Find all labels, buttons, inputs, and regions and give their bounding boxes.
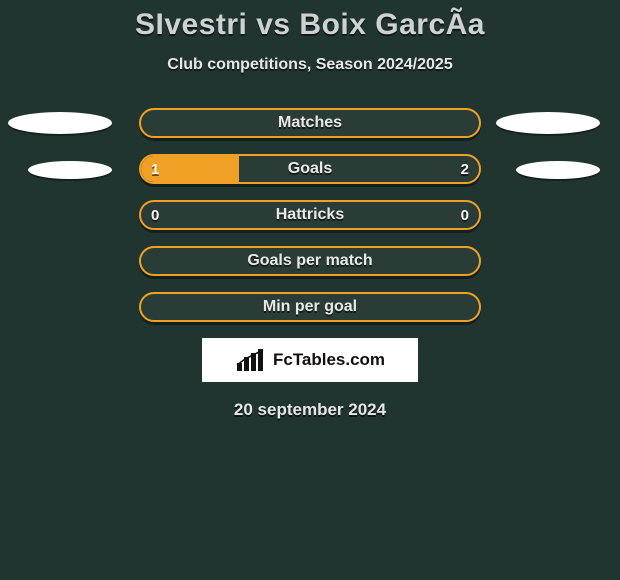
logo-text: FcTables.com <box>273 350 385 370</box>
bar-chart-icon <box>235 347 267 373</box>
bar-wrap: Min per goal <box>139 292 481 322</box>
stat-label: Min per goal <box>141 294 479 320</box>
page-subtitle: Club competitions, Season 2024/2025 <box>0 56 620 74</box>
stat-bar-goals-per-match: Goals per match <box>139 246 481 276</box>
footer-date: 20 september 2024 <box>0 400 620 420</box>
stat-bar-min-per-goal: Min per goal <box>139 292 481 322</box>
stat-label: Matches <box>141 110 479 136</box>
stat-value-right: 2 <box>461 156 469 182</box>
stat-value-right: 0 <box>461 202 469 228</box>
bar-wrap: Matches <box>139 108 481 138</box>
player-right-marker <box>516 161 600 179</box>
bar-wrap: 1 Goals 2 <box>139 154 481 184</box>
page: SIvestri vs Boix GarcÃ­a Club competitio… <box>0 0 620 580</box>
bar-wrap: Goals per match <box>139 246 481 276</box>
bar-wrap: 0 Hattricks 0 <box>139 200 481 230</box>
stat-bar-hattricks: 0 Hattricks 0 <box>139 200 481 230</box>
player-right-marker <box>496 112 600 134</box>
player-left-marker <box>8 112 112 134</box>
page-title: SIvestri vs Boix GarcÃ­a <box>0 8 620 42</box>
stat-row-min-per-goal: Min per goal <box>0 292 620 322</box>
stat-row-hattricks: 0 Hattricks 0 <box>0 200 620 230</box>
stat-row-goals-per-match: Goals per match <box>0 246 620 276</box>
player-left-marker <box>28 161 112 179</box>
stat-row-matches: Matches <box>0 108 620 138</box>
stat-bar-goals: 1 Goals 2 <box>139 154 481 184</box>
stat-label: Hattricks <box>141 202 479 228</box>
stat-label: Goals <box>141 156 479 182</box>
logo-box[interactable]: FcTables.com <box>202 338 418 382</box>
stat-row-goals: 1 Goals 2 <box>0 154 620 184</box>
stat-bar-matches: Matches <box>139 108 481 138</box>
stat-label: Goals per match <box>141 248 479 274</box>
